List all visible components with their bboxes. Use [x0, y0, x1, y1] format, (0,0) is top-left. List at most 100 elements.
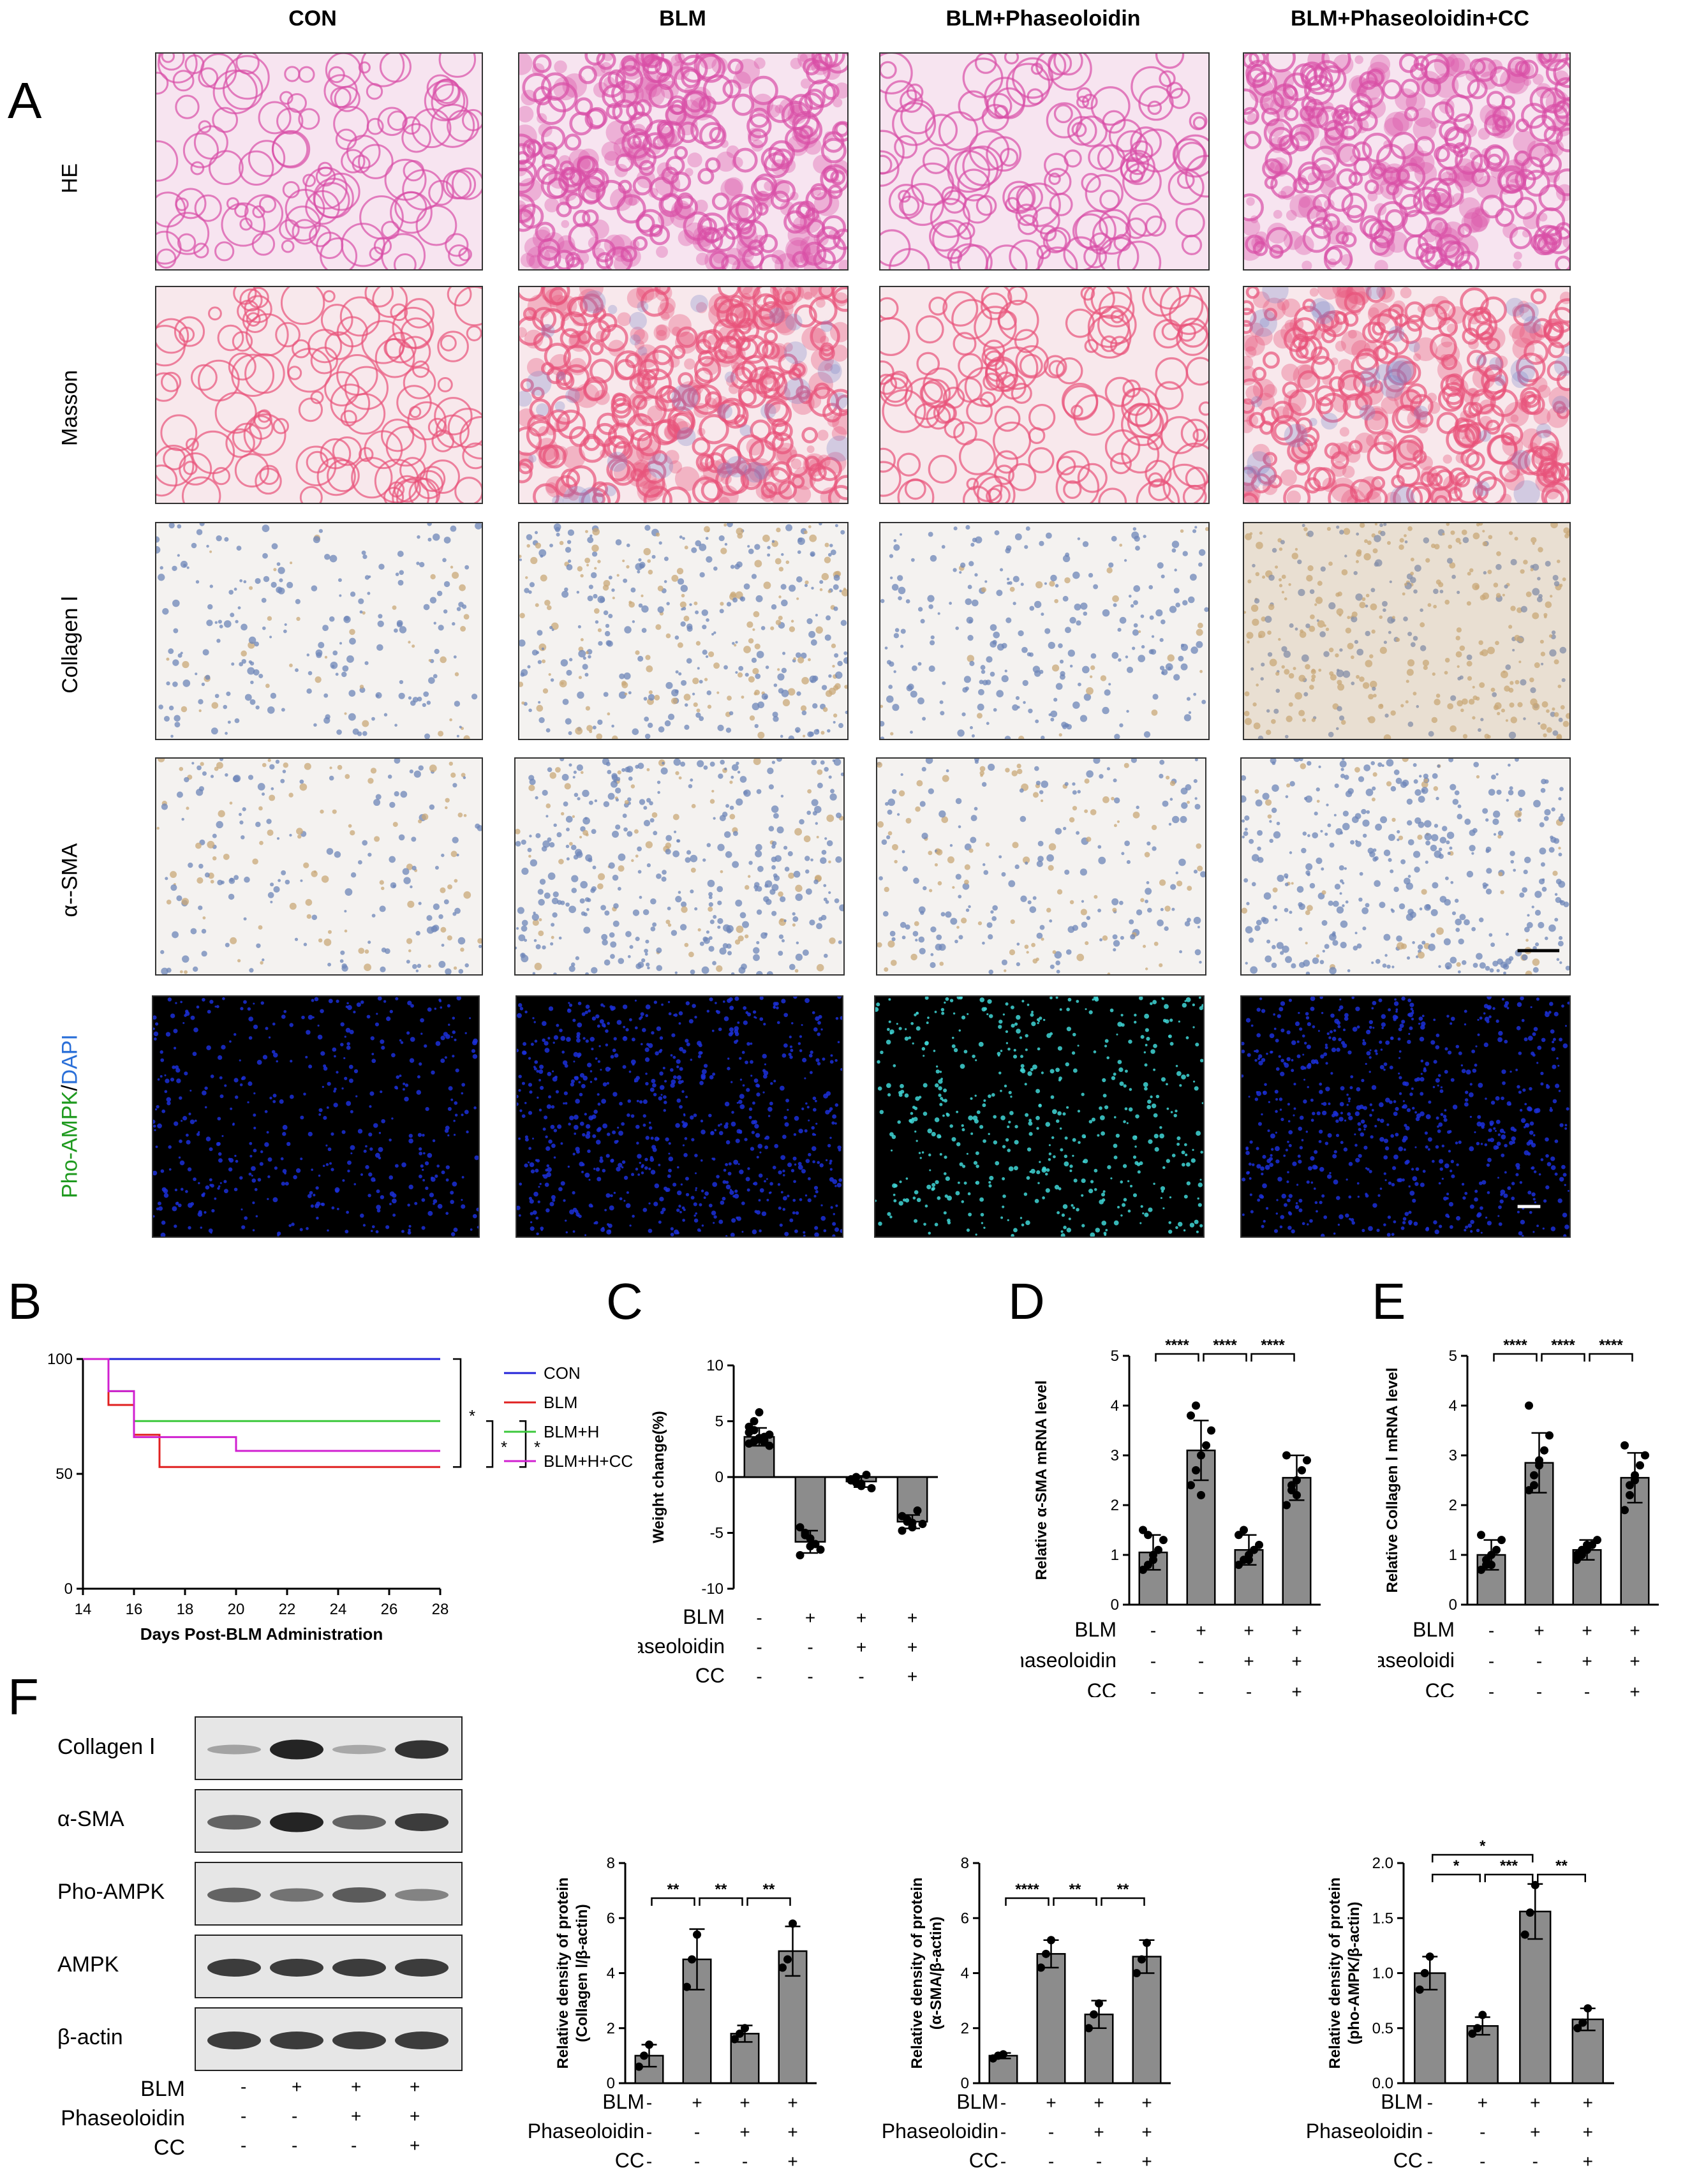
tissue-blob — [1356, 394, 1370, 408]
cell-nucleus — [1350, 655, 1354, 659]
fluor-nucleus — [286, 1141, 291, 1147]
fluor-nucleus — [444, 1056, 447, 1059]
cell-nucleus — [348, 690, 356, 697]
cell-nucleus — [1509, 851, 1515, 856]
cell-nucleus — [822, 707, 828, 712]
tissue-strand — [1508, 56, 1529, 77]
cell-nucleus — [408, 641, 411, 644]
tissue-strand — [1354, 392, 1373, 411]
cell-nucleus — [362, 731, 367, 736]
cell-nucleus — [1111, 796, 1115, 801]
cell-nucleus — [1317, 581, 1323, 586]
cell-nucleus — [577, 691, 584, 699]
cell-nucleus — [677, 642, 683, 648]
cell-nucleus — [610, 941, 617, 948]
cell-nucleus — [566, 564, 573, 570]
cell-nucleus — [1108, 683, 1111, 686]
cell-nucleus — [564, 587, 568, 592]
tissue-strand — [328, 66, 345, 84]
cell-nucleus — [734, 644, 737, 647]
cell-nucleus — [763, 896, 769, 902]
cell-nucleus — [1124, 840, 1131, 847]
cell-nucleus — [463, 735, 470, 739]
cell-nucleus — [675, 896, 682, 903]
cell-nucleus — [1524, 926, 1530, 933]
cell-nucleus — [729, 805, 734, 810]
tissue-strand — [1524, 445, 1555, 477]
cell-nucleus — [288, 792, 293, 798]
tissue-blob — [1317, 287, 1342, 300]
cell-nucleus — [745, 672, 749, 677]
cell-nucleus — [810, 639, 817, 646]
tissue-blob — [674, 466, 700, 491]
tissue-blob — [1429, 119, 1439, 129]
cell-nucleus — [1015, 695, 1020, 701]
tissue-blob — [568, 149, 591, 172]
tissue-strand — [922, 147, 950, 174]
tissue-strand — [163, 447, 186, 471]
cell-nucleus — [1050, 574, 1057, 582]
tissue-blob — [1273, 329, 1293, 349]
fluor-nucleus — [391, 1053, 396, 1058]
tissue-strand — [1310, 217, 1333, 239]
cell-nucleus — [1323, 624, 1326, 627]
cell-nucleus — [958, 825, 961, 829]
cell-nucleus — [441, 944, 445, 947]
tissue-strand — [928, 454, 957, 484]
tissue-strand — [1552, 401, 1566, 414]
cell-nucleus — [463, 891, 471, 899]
tissue-strand — [1499, 184, 1524, 209]
collagen-stain — [1256, 466, 1276, 486]
cell-nucleus — [538, 898, 545, 906]
tissue-blob — [1246, 414, 1259, 427]
cell-nucleus — [1052, 950, 1057, 955]
cell-nucleus — [1005, 617, 1012, 623]
cell-nucleus — [918, 936, 925, 943]
cell-nucleus — [308, 671, 313, 676]
cell-nucleus — [1318, 765, 1321, 769]
tissue-blob — [1384, 112, 1409, 137]
tissue-strand — [629, 372, 651, 394]
cell-nucleus — [449, 761, 454, 766]
micrograph-tile — [879, 522, 1210, 740]
tissue-blob — [833, 98, 843, 108]
tissue-blob — [1468, 338, 1479, 350]
tissue-strand — [820, 138, 847, 164]
cell-nucleus — [1268, 604, 1275, 611]
cell-nucleus — [840, 620, 847, 627]
cell-nucleus — [156, 546, 161, 554]
cell-nucleus — [1187, 917, 1191, 923]
cell-nucleus — [832, 759, 835, 762]
cell-nucleus — [367, 852, 372, 857]
cell-nucleus — [964, 879, 969, 885]
cell-nucleus — [1442, 533, 1445, 536]
tissue-strand — [1486, 91, 1506, 110]
cell-nucleus — [346, 655, 354, 663]
cell-nucleus — [801, 710, 807, 716]
tissue-strand — [635, 468, 665, 498]
cell-nucleus — [228, 590, 234, 595]
tissue-strand — [1341, 232, 1357, 248]
cell-nucleus — [1403, 616, 1408, 621]
cell-nucleus — [665, 849, 671, 855]
cell-nucleus — [716, 691, 720, 694]
cell-nucleus — [239, 579, 243, 583]
cell-nucleus — [1276, 821, 1280, 826]
tissue-blob — [787, 223, 810, 246]
cell-nucleus — [643, 819, 651, 827]
tissue-blob — [634, 413, 648, 426]
tissue-blob — [1300, 105, 1323, 127]
cell-nucleus — [1311, 718, 1316, 722]
cell-nucleus — [767, 768, 774, 775]
cell-nucleus — [891, 789, 897, 794]
fluor-nucleus — [248, 1081, 253, 1087]
cell-nucleus — [1554, 712, 1559, 717]
cell-nucleus — [727, 695, 732, 701]
tissue-strand — [244, 194, 284, 234]
cell-nucleus — [550, 678, 554, 682]
cell-nucleus — [1382, 963, 1387, 968]
tissue-blob — [1430, 486, 1449, 503]
cell-nucleus — [1458, 938, 1464, 945]
tissue-strand — [1428, 217, 1448, 237]
cell-nucleus — [527, 665, 531, 669]
